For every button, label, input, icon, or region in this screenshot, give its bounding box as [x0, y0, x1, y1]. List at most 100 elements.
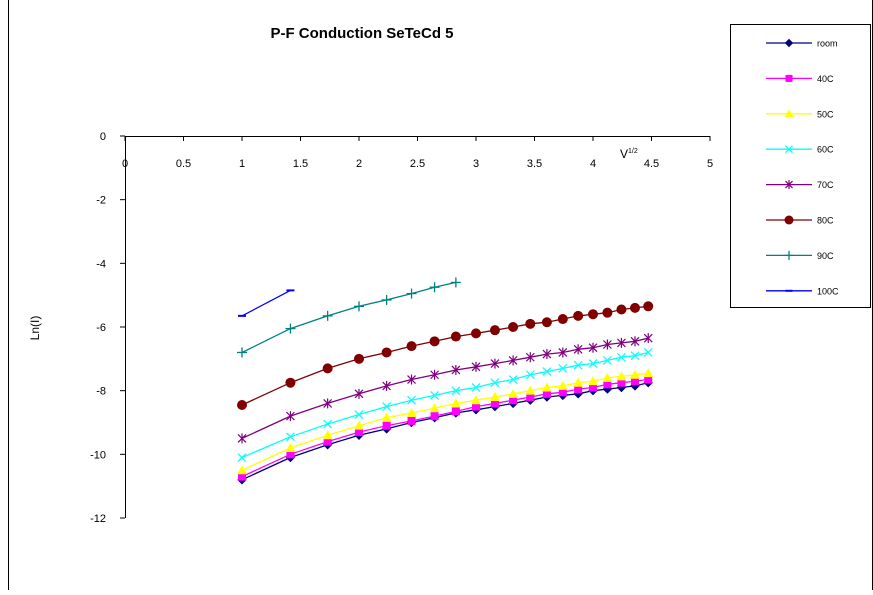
legend-label: 100C: [817, 286, 839, 296]
marker-stroke: [508, 375, 518, 384]
data-point: [451, 386, 461, 396]
series-line-70c: [241, 337, 649, 439]
x-tick-label: 0.5: [176, 158, 191, 170]
data-point: [354, 388, 364, 399]
x-tick-label: 4: [590, 158, 596, 170]
data-point: [430, 369, 440, 380]
data-point: [237, 465, 247, 475]
marker-stroke: [785, 145, 793, 154]
marker-stroke: [602, 356, 612, 365]
data-point: [589, 383, 597, 392]
data-point: [382, 380, 392, 391]
series-50c: [237, 368, 654, 475]
data-point: [471, 383, 481, 392]
data-point: [354, 301, 364, 312]
series-80c: [237, 301, 654, 410]
data-point: [573, 360, 583, 370]
data-point: [573, 310, 584, 321]
data-point: [541, 317, 552, 328]
marker-stroke: [588, 359, 598, 369]
legend-marker: [784, 109, 794, 118]
marker-stroke: [286, 432, 295, 442]
data-point: [525, 352, 535, 363]
x-tick-label: 1: [239, 158, 245, 170]
data-point: [490, 378, 500, 388]
marker-stroke: [558, 363, 568, 373]
marker-stroke: [525, 370, 535, 380]
y-tick-label: -2: [96, 195, 106, 207]
marker-stroke: [630, 351, 640, 361]
data-point: [286, 411, 295, 422]
data-point: [602, 307, 613, 318]
data-point: [471, 328, 481, 339]
data-point: [643, 368, 654, 378]
marker-stroke: [542, 367, 552, 376]
legend-label: 40C: [817, 74, 834, 84]
data-point: [286, 432, 295, 442]
legend-marker: [785, 145, 793, 154]
x-tick-label: 2.5: [410, 158, 425, 170]
data-point: [355, 428, 363, 437]
x-tick-label: 1.5: [293, 158, 308, 170]
data-point: [508, 355, 518, 366]
data-point: [322, 430, 333, 440]
data-point: [574, 385, 583, 394]
legend-entry-70c: 70C: [766, 180, 834, 190]
marker-stroke: [382, 402, 392, 412]
y-tick-label: -12: [90, 513, 106, 525]
data-point: [525, 318, 536, 329]
data-point: [354, 420, 364, 430]
series-line-100c: [241, 289, 291, 317]
series-line-80c: [241, 305, 649, 406]
marker-stroke: [430, 391, 440, 400]
legend-entry-90c: 90C: [766, 250, 834, 261]
series-60c: [237, 348, 653, 462]
data-point: [450, 331, 461, 342]
marker-stroke: [490, 378, 500, 388]
data-point: [573, 344, 583, 355]
x-tick-label: 3: [473, 158, 479, 170]
data-point: [472, 402, 480, 411]
marker-stroke: [354, 410, 364, 419]
data-point: [354, 353, 364, 364]
data-point: [430, 391, 440, 400]
y-tick-label: -6: [96, 322, 106, 334]
data-point: [557, 314, 568, 325]
legend-entry-50c: 50C: [766, 109, 834, 119]
data-point: [588, 309, 598, 320]
data-point: [323, 398, 333, 409]
data-point: [631, 377, 640, 386]
series-line-room: [241, 382, 649, 481]
legend-marker: [784, 215, 794, 225]
legend-entry-60c: 60C: [766, 145, 834, 155]
x-tick-label: 0: [122, 158, 128, 170]
data-point: [429, 282, 440, 293]
data-point: [588, 376, 598, 386]
data-point: [616, 304, 627, 315]
data-point: [617, 352, 626, 362]
data-point: [558, 347, 568, 358]
data-point: [630, 336, 640, 347]
data-point: [451, 364, 461, 375]
series-layer: [237, 277, 654, 485]
data-point: [450, 398, 461, 408]
x-tick-label: 5: [707, 158, 713, 170]
data-point: [508, 322, 519, 332]
data-point: [602, 339, 612, 350]
data-point: [407, 374, 416, 385]
data-point: [382, 402, 392, 412]
data-point: [407, 395, 416, 405]
legend: room 40C 50C 60C 70C 80C 90C 100C: [766, 39, 839, 296]
marker-stroke: [451, 386, 461, 396]
data-point: [508, 388, 519, 398]
data-point: [542, 389, 551, 398]
data-point: [490, 358, 500, 369]
data-point: [238, 472, 246, 481]
legend-entry-40c: 40C: [766, 74, 834, 84]
legend-entry-room: room: [766, 39, 838, 49]
series-line-90c: [241, 281, 457, 354]
chart-title: P-F Conduction SeTeCd 5: [270, 25, 453, 42]
data-point: [558, 388, 567, 397]
data-point: [471, 361, 481, 372]
data-point: [406, 341, 417, 352]
